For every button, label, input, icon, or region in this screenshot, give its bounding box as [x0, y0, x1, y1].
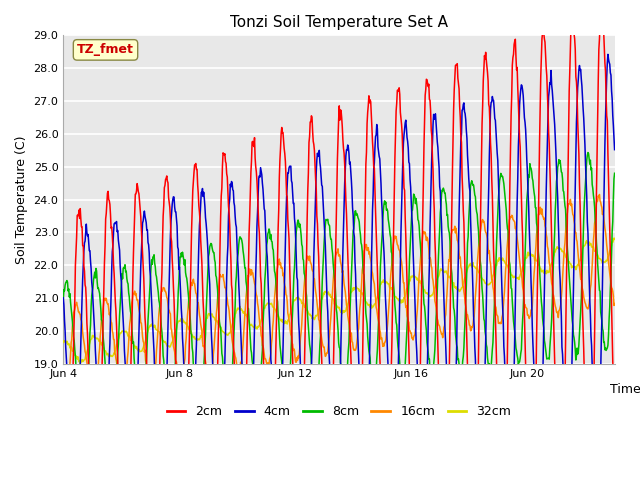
4cm	[408, 198, 415, 204]
Title: Tonzi Soil Temperature Set A: Tonzi Soil Temperature Set A	[230, 15, 448, 30]
32cm	[520, 262, 527, 268]
16cm	[317, 331, 324, 337]
2cm	[316, 300, 324, 305]
X-axis label: Time: Time	[610, 384, 640, 396]
4cm	[520, 103, 527, 109]
4cm	[159, 469, 166, 475]
4cm	[611, 147, 618, 153]
32cm	[317, 300, 324, 305]
Line: 32cm: 32cm	[63, 238, 614, 364]
32cm	[408, 273, 415, 279]
32cm	[386, 286, 394, 291]
2cm	[60, 438, 67, 444]
2cm	[386, 455, 394, 460]
8cm	[79, 423, 87, 429]
2cm	[611, 407, 618, 413]
16cm	[408, 330, 415, 336]
16cm	[611, 301, 618, 307]
16cm	[520, 295, 527, 301]
32cm	[76, 361, 84, 367]
4cm	[177, 306, 185, 312]
2cm	[407, 406, 415, 411]
8cm	[60, 297, 67, 302]
4cm	[253, 223, 260, 229]
32cm	[60, 339, 67, 345]
8cm	[177, 250, 185, 256]
4cm	[604, 51, 612, 57]
8cm	[317, 333, 324, 339]
2cm	[520, 266, 527, 272]
Text: TZ_fmet: TZ_fmet	[77, 43, 134, 56]
2cm	[597, 3, 605, 9]
16cm	[253, 294, 260, 300]
8cm	[584, 150, 592, 156]
16cm	[596, 192, 604, 197]
16cm	[60, 393, 67, 398]
8cm	[408, 220, 415, 226]
Legend: 2cm, 4cm, 8cm, 16cm, 32cm: 2cm, 4cm, 8cm, 16cm, 32cm	[162, 400, 516, 423]
32cm	[253, 326, 260, 332]
32cm	[177, 316, 185, 322]
16cm	[386, 282, 394, 288]
8cm	[520, 288, 527, 293]
8cm	[611, 170, 618, 176]
16cm	[177, 378, 185, 384]
4cm	[60, 295, 67, 300]
2cm	[177, 468, 184, 474]
16cm	[61, 398, 69, 404]
8cm	[253, 397, 260, 403]
32cm	[611, 236, 618, 241]
Line: 16cm: 16cm	[63, 194, 614, 401]
4cm	[317, 164, 324, 170]
Line: 4cm: 4cm	[63, 54, 614, 472]
Line: 2cm: 2cm	[63, 6, 614, 480]
4cm	[386, 406, 394, 412]
Line: 8cm: 8cm	[63, 153, 614, 426]
8cm	[386, 231, 394, 237]
2cm	[253, 169, 260, 175]
Y-axis label: Soil Temperature (C): Soil Temperature (C)	[15, 135, 28, 264]
32cm	[609, 235, 617, 241]
